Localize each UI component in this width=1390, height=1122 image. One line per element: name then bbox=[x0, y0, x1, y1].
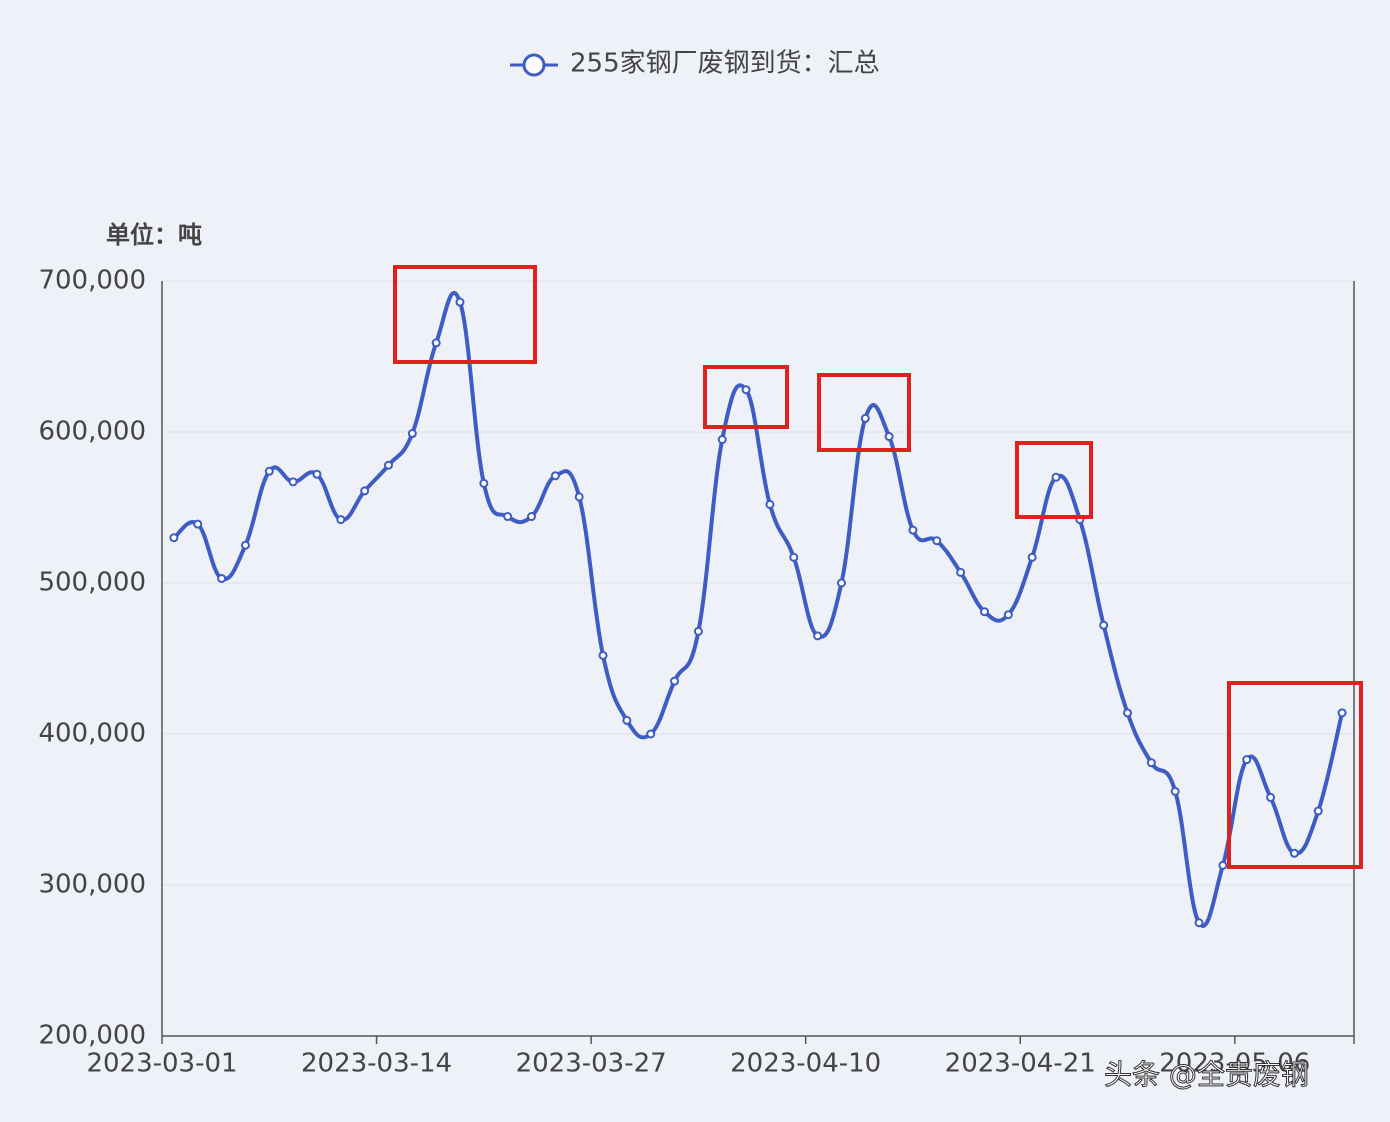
y-tick-label: 600,000 bbox=[38, 417, 146, 447]
data-point bbox=[217, 573, 227, 583]
watermark: 头条 @全贵废钢 bbox=[1104, 1058, 1309, 1091]
data-point bbox=[1146, 758, 1156, 768]
data-point bbox=[288, 477, 298, 487]
x-tick-label: 2023-03-01 bbox=[86, 1049, 237, 1079]
data-point bbox=[1194, 918, 1204, 928]
data-point bbox=[884, 432, 894, 442]
data-point bbox=[813, 631, 823, 641]
data-point bbox=[717, 435, 727, 445]
data-point bbox=[1266, 792, 1276, 802]
data-point bbox=[646, 729, 656, 739]
data-point bbox=[1123, 708, 1133, 718]
highlight-box bbox=[393, 265, 537, 364]
data-point bbox=[574, 492, 584, 502]
data-point bbox=[312, 469, 322, 479]
x-tick-label: 2023-04-21 bbox=[945, 1049, 1096, 1079]
y-tick-label: 300,000 bbox=[38, 870, 146, 900]
data-point bbox=[336, 515, 346, 525]
highlight-box bbox=[1015, 441, 1093, 519]
y-tick-label: 200,000 bbox=[38, 1021, 146, 1051]
y-tick-label: 700,000 bbox=[38, 266, 146, 296]
x-tick-label: 2023-04-10 bbox=[730, 1049, 881, 1079]
x-tick-label: 2023-03-27 bbox=[516, 1049, 667, 1079]
data-point bbox=[789, 552, 799, 562]
data-point bbox=[431, 338, 441, 348]
data-point bbox=[693, 626, 703, 636]
data-point bbox=[1170, 786, 1180, 796]
data-point bbox=[765, 499, 775, 509]
highlight-box bbox=[817, 373, 911, 452]
legend-marker bbox=[522, 53, 546, 77]
data-point bbox=[1218, 860, 1228, 870]
data-point bbox=[527, 512, 537, 522]
legend-label: 255家钢厂废钢到货：汇总 bbox=[570, 49, 880, 79]
annotation-boxes bbox=[393, 265, 1363, 869]
data-point bbox=[979, 607, 989, 617]
data-point bbox=[1027, 552, 1037, 562]
data-point bbox=[169, 533, 179, 543]
x-tick-label: 2023-03-14 bbox=[301, 1049, 452, 1079]
data-point bbox=[1003, 610, 1013, 620]
data-point bbox=[860, 413, 870, 423]
data-point bbox=[1337, 708, 1347, 718]
data-point bbox=[670, 676, 680, 686]
data-point bbox=[360, 486, 370, 496]
data-point bbox=[503, 512, 513, 522]
data-point bbox=[932, 536, 942, 546]
data-point bbox=[407, 429, 417, 439]
data-point bbox=[836, 578, 846, 588]
data-point bbox=[1099, 620, 1109, 630]
plot-area: 200,000 300,000 400,000 500,000 600,000 700,0… bbox=[38, 266, 1355, 1079]
y-tick-label: 500,000 bbox=[38, 568, 146, 598]
data-point bbox=[479, 478, 489, 488]
highlight-box bbox=[703, 365, 789, 429]
data-point bbox=[383, 460, 393, 470]
data-point bbox=[598, 650, 608, 660]
series-line bbox=[172, 291, 1345, 928]
unit-label: 单位：吨 bbox=[106, 221, 202, 249]
data-point bbox=[264, 466, 274, 476]
data-point bbox=[908, 525, 918, 535]
data-point bbox=[622, 715, 632, 725]
x-tick-label: 2023-05-06 bbox=[1159, 1049, 1310, 1079]
data-point bbox=[550, 471, 560, 481]
data-point bbox=[956, 567, 966, 577]
data-point bbox=[1313, 806, 1323, 816]
data-point bbox=[1051, 472, 1061, 482]
data-point bbox=[1242, 755, 1252, 765]
data-point bbox=[193, 519, 203, 529]
data-point bbox=[1289, 848, 1299, 858]
data-point bbox=[240, 540, 250, 550]
data-point bbox=[741, 385, 751, 395]
data-point bbox=[455, 297, 465, 307]
y-tick-label: 400,000 bbox=[38, 719, 146, 749]
highlight-box bbox=[1227, 681, 1363, 869]
